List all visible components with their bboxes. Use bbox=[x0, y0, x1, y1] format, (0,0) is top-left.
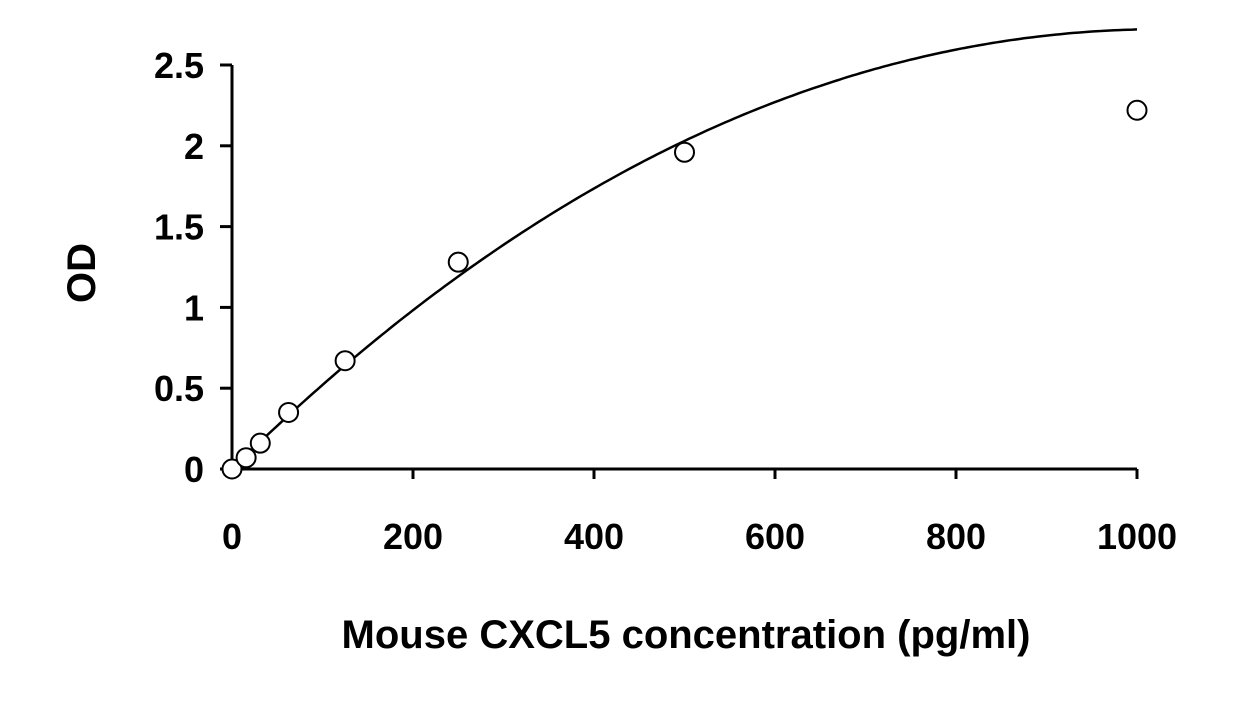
data-point bbox=[221, 458, 243, 480]
y-tick-label: 2 bbox=[184, 126, 204, 167]
data-point bbox=[235, 447, 257, 469]
y-axis-title: OD bbox=[60, 243, 104, 303]
x-tick-label: 200 bbox=[383, 516, 443, 557]
x-axis-title: Mouse CXCL5 concentration (pg/ml) bbox=[342, 613, 1031, 657]
x-tick-label: 1000 bbox=[1097, 516, 1177, 557]
y-tick-label: 0.5 bbox=[154, 368, 204, 409]
x-axis-ticks: 0 200 400 600 800 1000 bbox=[222, 469, 1177, 557]
fit-curve-line bbox=[231, 28, 1138, 470]
y-tick-label: 2.5 bbox=[154, 45, 204, 86]
y-tick-label: 1 bbox=[184, 287, 204, 328]
data-point bbox=[249, 432, 271, 454]
y-tick-label: 1.5 bbox=[154, 207, 204, 248]
data-point bbox=[447, 251, 469, 273]
x-tick-label: 800 bbox=[926, 516, 986, 557]
data-point bbox=[278, 401, 300, 423]
data-points bbox=[221, 99, 1148, 480]
y-axis-ticks: 0 0.5 1 1.5 2 2.5 bbox=[154, 45, 232, 490]
data-point bbox=[334, 350, 356, 372]
x-tick-label: 600 bbox=[745, 516, 805, 557]
x-tick-label: 400 bbox=[564, 516, 624, 557]
data-point bbox=[674, 141, 695, 163]
data-point bbox=[1126, 99, 1148, 121]
axes bbox=[230, 65, 1137, 471]
y-tick-label: 0 bbox=[184, 449, 204, 490]
x-tick-label: 0 bbox=[222, 516, 242, 557]
